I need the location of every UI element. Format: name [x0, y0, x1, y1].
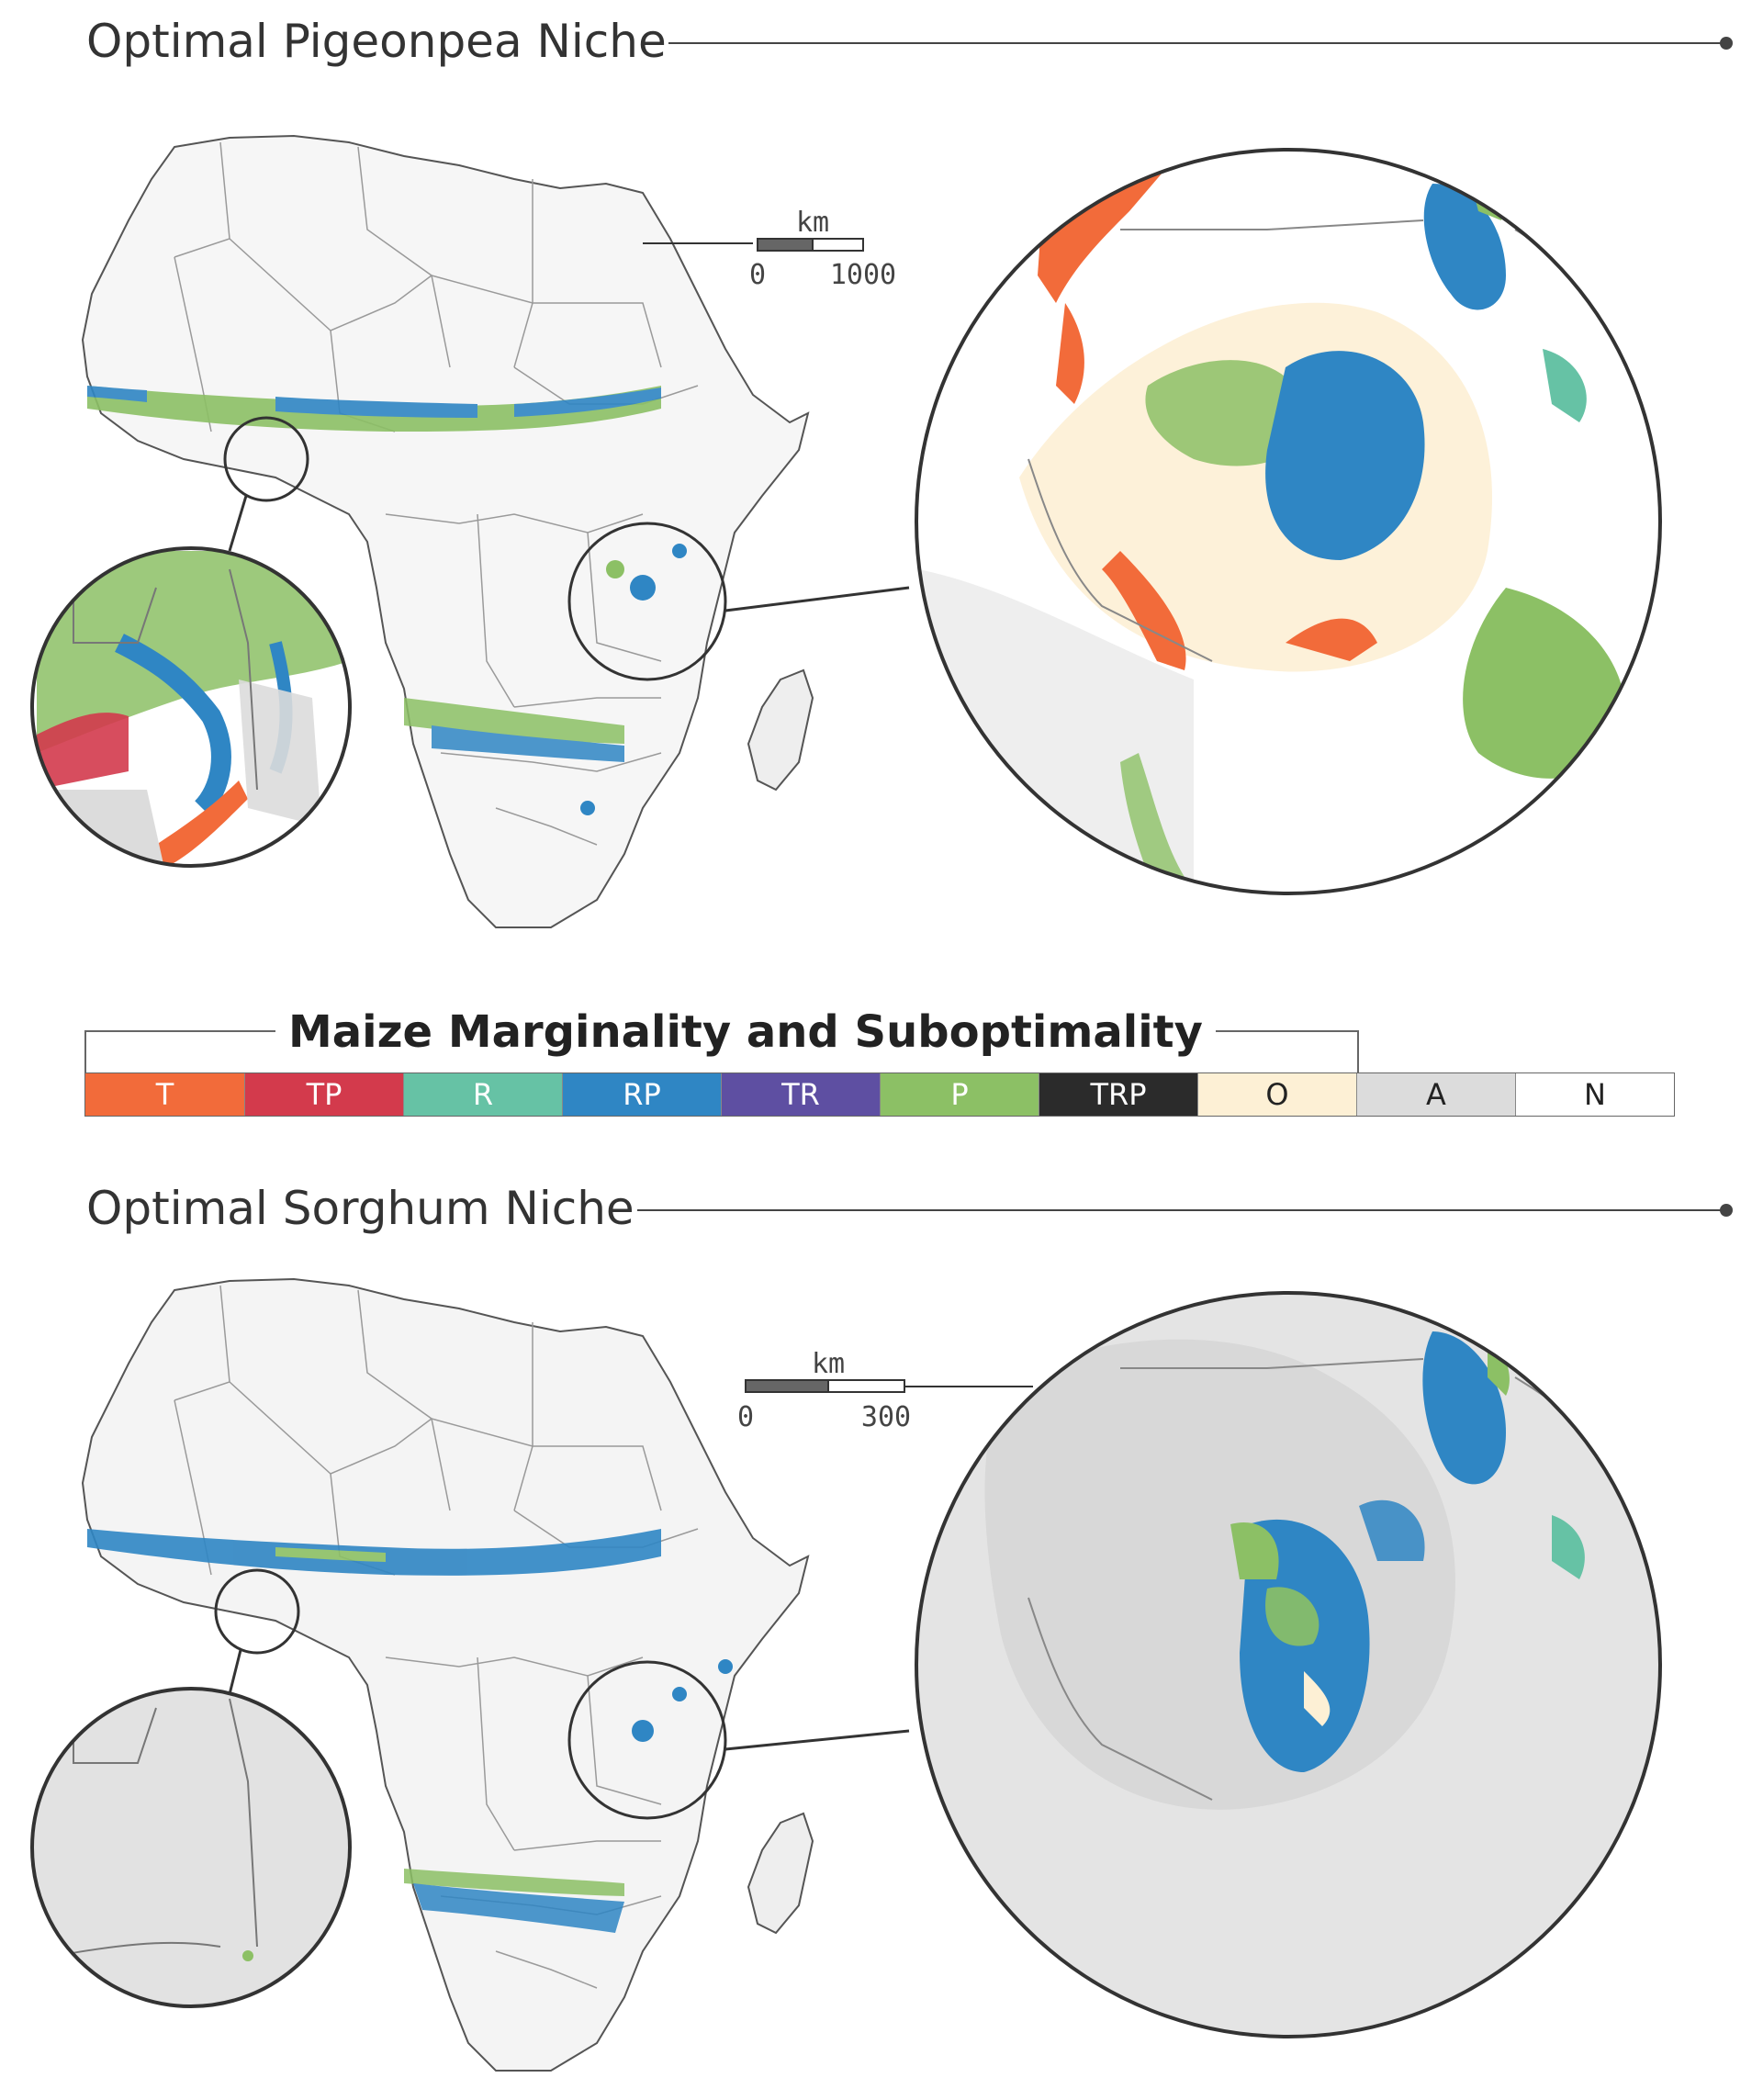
bottom-title-rule-dot: [1720, 1204, 1733, 1217]
legend-swatch: N: [1515, 1073, 1674, 1116]
legend-swatch-label: O: [1265, 1077, 1289, 1112]
top-west-zoom-border: [30, 546, 352, 868]
bottom-sahel-band: [87, 1529, 661, 1576]
top-title-rule-dot: [1720, 37, 1733, 50]
legend-title: Maize Marginality and Suboptimality: [275, 1006, 1216, 1058]
bottom-title-rule: [637, 1209, 1726, 1211]
legend-swatch: T: [85, 1073, 244, 1116]
top-scale-bar: km 0 1000: [749, 207, 896, 291]
bottom-madagascar: [747, 1812, 814, 1935]
legend-swatch: R: [403, 1073, 562, 1116]
top-madagascar: [747, 668, 814, 792]
bottom-scale-max: 300: [861, 1401, 911, 1433]
top-east-connector: [724, 586, 910, 612]
top-east-zoom-border: [915, 148, 1662, 895]
bottom-east-zoom-circle: [916, 1293, 1660, 2037]
bottom-west-zoom-marker: [214, 1568, 300, 1655]
bottom-scale-min: 0: [737, 1401, 754, 1433]
top-east-africa-spots: [580, 544, 687, 815]
top-west-connector: [228, 495, 248, 552]
top-map-title: Optimal Pigeonpea Niche: [86, 15, 667, 68]
top-scale-max: 1000: [830, 259, 896, 291]
top-southern-band: [404, 698, 624, 762]
top-east-zoom-marker: [567, 522, 727, 681]
top-sahel-band: [87, 386, 661, 432]
legend-swatch-label: P: [950, 1077, 969, 1112]
bottom-scale-unit: km: [812, 1348, 845, 1380]
top-west-zoom-circle: [32, 548, 350, 866]
legend-swatch-label: RP: [623, 1077, 661, 1112]
legend-swatch-label: T: [155, 1077, 174, 1112]
bottom-southern-band: [404, 1869, 624, 1933]
bottom-west-zoom-border: [30, 1687, 352, 2008]
top-title-rule: [668, 42, 1726, 44]
legend-swatch: A: [1356, 1073, 1515, 1116]
bottom-map-title: Optimal Sorghum Niche: [86, 1182, 634, 1235]
bottom-east-connector: [724, 1729, 910, 1751]
bottom-east-africa-spots: [632, 1659, 733, 1742]
bottom-east-zoom-marker: [567, 1660, 727, 1820]
top-east-zoom-circle: [916, 150, 1660, 893]
top-west-zoom-marker: [223, 416, 309, 502]
legend-swatch: O: [1197, 1073, 1356, 1116]
top-scale-min: 0: [749, 259, 766, 291]
legend-swatch: TR: [721, 1073, 880, 1116]
legend-swatch: P: [880, 1073, 1039, 1116]
legend-swatch: TRP: [1039, 1073, 1197, 1116]
bottom-west-zoom-circle: [32, 1689, 350, 2006]
legend-swatch-label: TRP: [1090, 1077, 1147, 1112]
top-country-borders: [174, 141, 699, 846]
legend-swatches: T TP R RP TR P TRP O A N: [84, 1072, 1675, 1117]
bottom-east-zoom-border: [915, 1291, 1662, 2038]
legend-swatch-label: R: [472, 1077, 494, 1112]
bottom-scale-bar: km 0 300: [737, 1348, 911, 1433]
legend-swatch-label: TP: [306, 1077, 342, 1112]
legend-swatch: RP: [562, 1073, 721, 1116]
top-africa-map: [81, 134, 910, 928]
top-africa-outline: [81, 134, 810, 928]
bottom-africa-map: [81, 1277, 1033, 2072]
legend-swatch-label: TR: [781, 1077, 820, 1112]
legend-swatch: TP: [244, 1073, 403, 1116]
legend-swatch-label: A: [1426, 1077, 1446, 1112]
top-scale-unit: km: [796, 207, 829, 239]
legend-swatch-label: N: [1584, 1077, 1606, 1112]
bottom-africa-outline: [81, 1277, 810, 2072]
